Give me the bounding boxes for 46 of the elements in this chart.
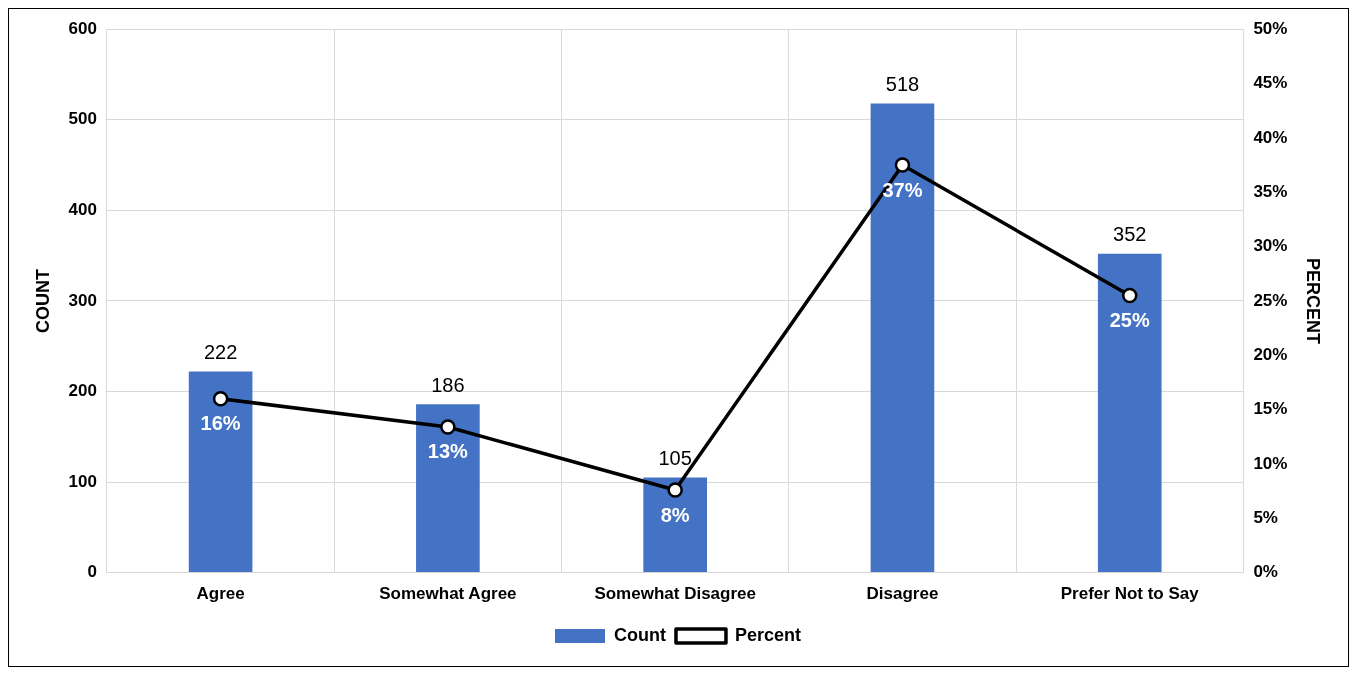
y2-tick-label: 15% bbox=[1253, 399, 1288, 419]
bar bbox=[416, 404, 480, 573]
y-tick-label: 600 bbox=[68, 18, 97, 38]
legend-label: Percent bbox=[734, 624, 802, 645]
data-label: 352 bbox=[1113, 223, 1147, 246]
y-tick-label: 500 bbox=[68, 109, 97, 129]
y2-axis-title: PERCENT bbox=[1303, 257, 1324, 344]
point bbox=[440, 419, 456, 435]
y-tick-label: 200 bbox=[68, 381, 97, 401]
data-label: 13% bbox=[427, 440, 469, 463]
data-label: 16% bbox=[200, 412, 241, 435]
point bbox=[894, 157, 911, 173]
bar bbox=[188, 371, 253, 573]
data-label: 222 bbox=[203, 341, 238, 364]
point bbox=[212, 390, 229, 407]
x-tick-label: Agree bbox=[196, 584, 245, 604]
x-tick-label: Prefer Not to Say bbox=[1060, 584, 1200, 604]
y2-tick-label: 0% bbox=[1253, 562, 1278, 582]
y2-tick-label: 40% bbox=[1253, 127, 1288, 147]
y-tick-label: 400 bbox=[68, 200, 97, 220]
y2-tick-label: 45% bbox=[1253, 73, 1288, 93]
bar bbox=[870, 103, 935, 573]
data-label: 518 bbox=[885, 72, 920, 95]
data-label: 186 bbox=[431, 373, 465, 396]
bar bbox=[1097, 253, 1162, 573]
data-label: 105 bbox=[658, 447, 692, 470]
y2-tick-label: 20% bbox=[1253, 344, 1288, 364]
x-tick-label: Somewhat Agree bbox=[379, 584, 517, 604]
y2-tick-label: 5% bbox=[1253, 507, 1278, 527]
x-tick-label: Somewhat Disagree bbox=[594, 584, 756, 604]
legend-label: Count bbox=[613, 624, 666, 645]
point bbox=[667, 482, 683, 498]
bar bbox=[643, 477, 707, 573]
y2-tick-label: 10% bbox=[1253, 453, 1288, 473]
y-tick-label: 0 bbox=[87, 562, 97, 582]
y-tick-label: 300 bbox=[68, 290, 97, 310]
point bbox=[1121, 287, 1138, 304]
y2-tick-label: 35% bbox=[1253, 181, 1288, 201]
x-tick-label: Disagree bbox=[866, 584, 939, 604]
data-label: 8% bbox=[660, 503, 690, 526]
data-label: 25% bbox=[1109, 308, 1150, 331]
y-tick-label: 100 bbox=[68, 471, 97, 491]
y2-tick-label: 50% bbox=[1253, 18, 1288, 38]
y2-tick-label: 25% bbox=[1253, 290, 1288, 310]
y-axis-title: COUNT bbox=[32, 268, 53, 333]
y2-tick-label: 30% bbox=[1253, 236, 1288, 256]
